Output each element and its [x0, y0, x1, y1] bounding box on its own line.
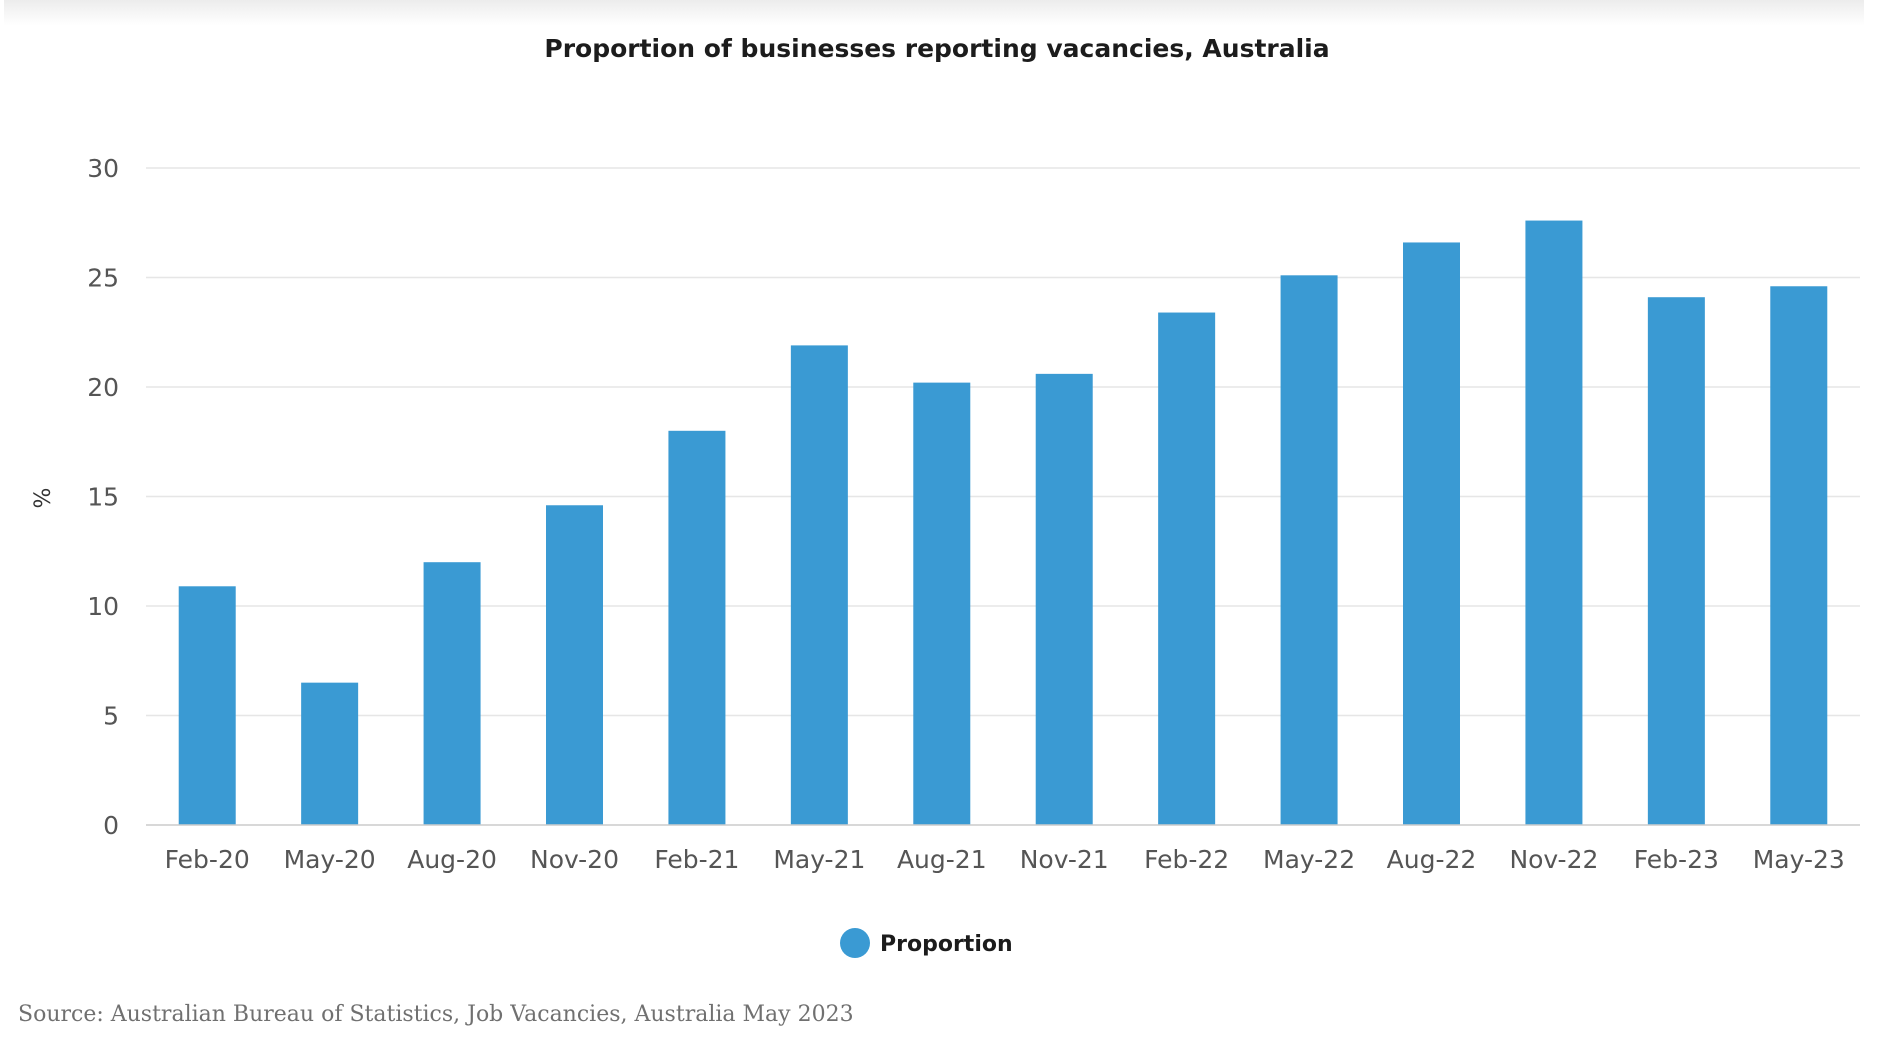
y-tick-label: 0 [103, 811, 119, 840]
bar-may-21[interactable] [790, 345, 848, 825]
x-tick-label: May-22 [1263, 845, 1355, 874]
x-tick-label: Nov-20 [530, 845, 619, 874]
bar-may-20[interactable] [301, 682, 359, 825]
bar-aug-22[interactable] [1403, 242, 1460, 825]
x-tick-label: Nov-22 [1509, 845, 1598, 874]
y-tick-label: 20 [87, 373, 119, 402]
x-tick-label: Feb-23 [1634, 845, 1719, 874]
bar-aug-21[interactable] [913, 382, 971, 825]
top-shadow-divider [4, 0, 1864, 26]
x-tick-label: May-21 [773, 845, 865, 874]
legend[interactable]: Proportion [840, 928, 1013, 958]
bars [178, 220, 1828, 826]
y-tick-label: 15 [87, 483, 119, 512]
x-tick-label: Aug-20 [407, 845, 497, 874]
x-axis-ticks: Feb-20 May-20 Aug-20 Nov-20 Feb-21 May-21 Aug-… [165, 845, 1845, 874]
x-tick-label: Feb-20 [165, 845, 250, 874]
y-tick-label: 30 [87, 154, 119, 183]
x-tick-label: Feb-21 [654, 845, 739, 874]
x-tick-label: May-23 [1753, 845, 1845, 874]
chart-title: Proportion of businesses reporting vacan… [544, 34, 1329, 63]
x-tick-label: May-20 [284, 845, 376, 874]
y-tick-label: 5 [103, 702, 119, 731]
bar-feb-20[interactable] [178, 586, 236, 825]
x-tick-label: Aug-22 [1387, 845, 1477, 874]
bar-feb-22[interactable] [1158, 312, 1216, 825]
y-tick-label: 10 [87, 592, 119, 621]
bar-may-22[interactable] [1280, 275, 1338, 825]
y-tick-label: 25 [87, 264, 119, 293]
bar-nov-22[interactable] [1525, 220, 1583, 825]
bar-aug-20[interactable] [423, 562, 481, 825]
legend-marker-proportion[interactable] [840, 928, 870, 958]
y-axis-ticks: 0 5 10 15 20 25 30 [87, 154, 119, 840]
x-tick-label: Feb-22 [1144, 845, 1229, 874]
gridlines [146, 167, 1860, 717]
x-tick-label: Nov-21 [1020, 845, 1109, 874]
bar-nov-20[interactable] [546, 505, 603, 825]
source-note: Source: Australian Bureau of Statistics,… [18, 1002, 854, 1027]
legend-label-proportion[interactable]: Proportion [880, 932, 1013, 957]
x-tick-label: Aug-21 [897, 845, 987, 874]
bar-feb-21[interactable] [668, 430, 726, 825]
bar-feb-23[interactable] [1647, 297, 1705, 826]
y-axis-label: % [31, 488, 56, 509]
bar-may-23[interactable] [1770, 286, 1828, 825]
bar-nov-21[interactable] [1035, 373, 1093, 825]
